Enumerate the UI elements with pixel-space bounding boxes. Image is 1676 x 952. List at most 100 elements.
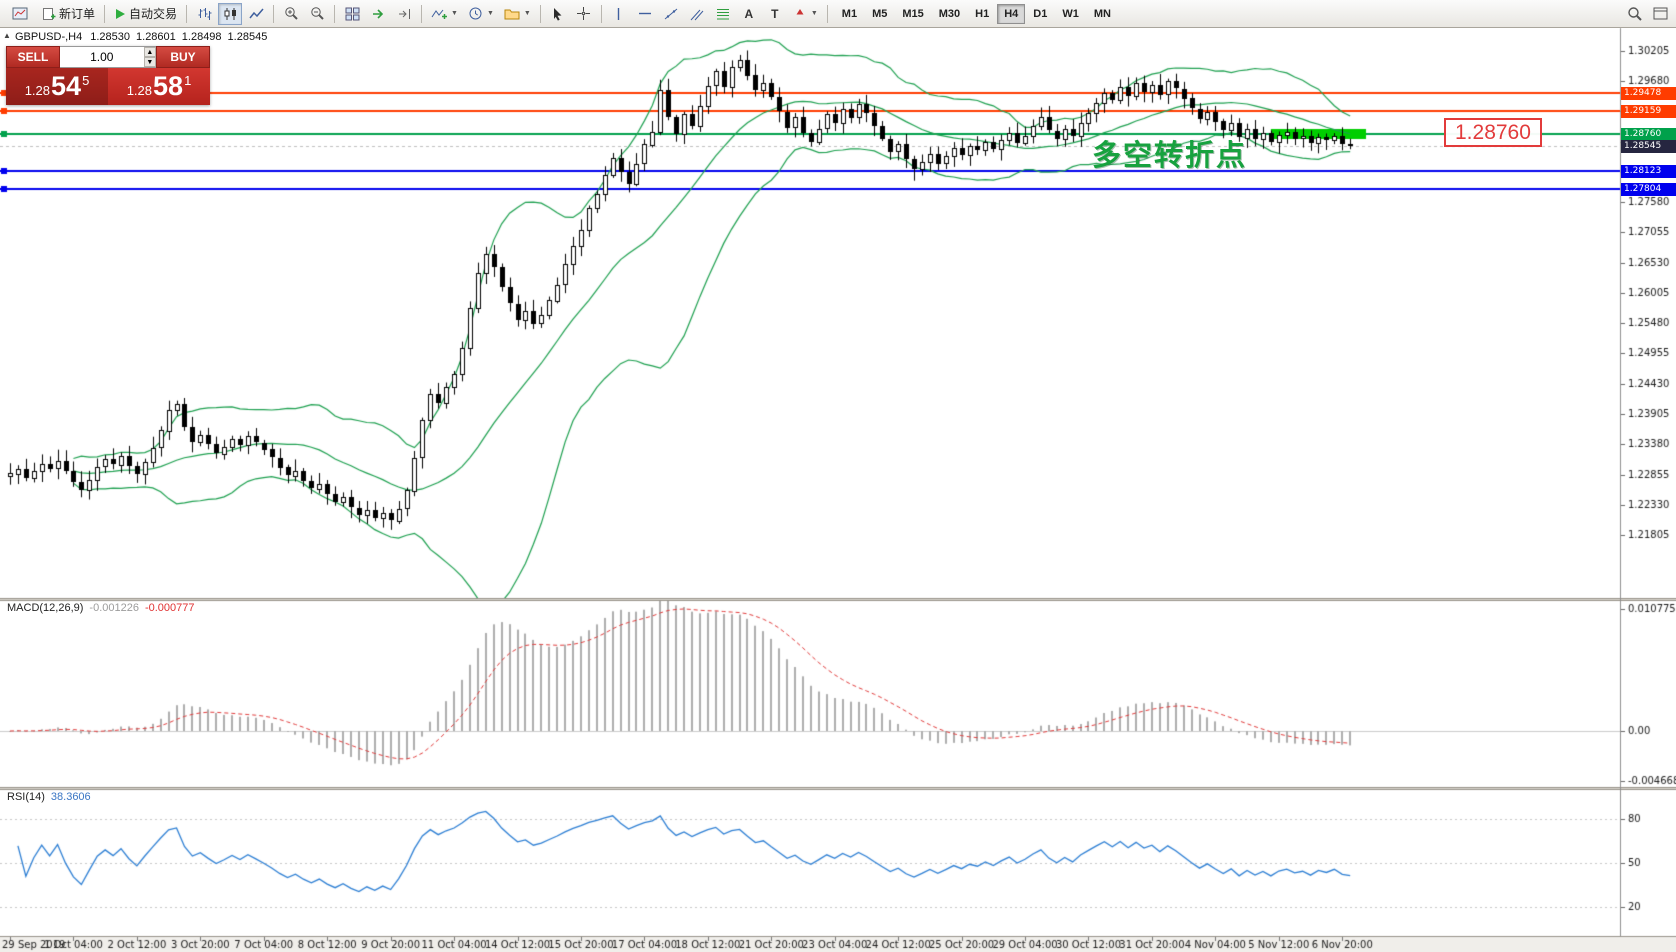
one-click-panel-toggle[interactable]: ▲: [3, 31, 11, 40]
channel-button[interactable]: [685, 3, 709, 25]
new-order-label: 新订单: [59, 7, 96, 21]
price-callout[interactable]: 1.28760: [1444, 118, 1542, 147]
buy-button[interactable]: BUY: [156, 46, 210, 68]
price-tag-1.29478: 1.29478: [1621, 86, 1676, 100]
chevron-down-icon: ▼: [451, 10, 458, 17]
cursor-button[interactable]: [546, 3, 570, 25]
price-tag-1.29159: 1.29159: [1621, 104, 1676, 118]
buy-price-pipette: 1: [184, 72, 192, 88]
macd-signal-value: -0.000777: [144, 602, 195, 614]
horizontal-line-icon: [638, 12, 651, 15]
buy-price-button[interactable]: 1.28 58 1: [108, 68, 210, 105]
crosshair-button[interactable]: [572, 3, 596, 25]
line-chart-icon: [248, 8, 264, 18]
chevron-down-icon: ▼: [486, 10, 494, 17]
sell-price-prefix: 1.28: [24, 82, 51, 98]
chart-window-icon: [4, 2, 36, 26]
volume-input[interactable]: [60, 47, 144, 67]
close-value: 1.28545: [227, 31, 268, 43]
timeframe-button-h1[interactable]: H1: [968, 4, 996, 24]
zoom-in-button[interactable]: [279, 3, 303, 25]
chart-bars-button[interactable]: [192, 3, 216, 25]
text-button[interactable]: A: [737, 3, 761, 25]
play-icon: [116, 8, 126, 19]
chart-candles-button[interactable]: [218, 2, 243, 25]
symbol-period-label: GBPUSD-,H4: [15, 31, 83, 43]
candlestick-icon: [224, 7, 236, 20]
indicators-icon: [431, 9, 448, 19]
channel-icon: [690, 9, 704, 20]
timeframe-button-m15[interactable]: M15: [895, 4, 930, 24]
macd-main-value: -0.001226: [89, 602, 139, 614]
chart-line-button[interactable]: [244, 3, 268, 25]
trendline-button[interactable]: [659, 3, 683, 25]
fibonacci-button[interactable]: [711, 3, 735, 25]
volume-increase-button[interactable]: ▲: [143, 47, 156, 57]
rsi-label: RSI(14) 38.3606: [7, 791, 91, 803]
shapes-button[interactable]: ▼: [789, 3, 822, 25]
buy-price-prefix: 1.28: [126, 82, 153, 98]
chart-shift-icon: [398, 8, 410, 19]
price-tag-1.27804: 1.27804: [1621, 182, 1676, 196]
rsi-value: 38.3606: [50, 791, 91, 803]
document-plus-icon: [43, 7, 56, 20]
price-tag-1.28760: 1.28760: [1621, 127, 1676, 141]
clock-icon: [469, 7, 482, 20]
periods-button[interactable]: ▼: [464, 3, 498, 25]
sell-button[interactable]: SELL: [6, 46, 60, 68]
buy-price-big: 58: [153, 71, 184, 101]
autotrading-label: 自动交易: [129, 7, 178, 21]
sell-price-pipette: 5: [82, 72, 90, 88]
label-icon: T: [771, 6, 779, 21]
arrow-shape-icon: [796, 8, 804, 14]
cursor-icon: [553, 7, 562, 21]
autoscroll-button[interactable]: [366, 3, 390, 25]
window-layout-button[interactable]: [1648, 3, 1672, 25]
turning-point-annotation[interactable]: 多空转折点: [1092, 140, 1248, 172]
vertical-line-button[interactable]: [607, 3, 631, 25]
separator: [273, 4, 275, 23]
timeframe-button-m30[interactable]: M30: [932, 4, 967, 24]
separator: [826, 4, 828, 23]
fibonacci-icon: [716, 8, 729, 19]
separator: [600, 4, 602, 23]
low-value: 1.28498: [181, 31, 222, 43]
bar-chart-icon: [198, 7, 212, 20]
chevron-down-icon: ▼: [810, 10, 818, 17]
vertical-line-icon: [618, 7, 620, 20]
indicators-button[interactable]: ▼: [427, 3, 462, 25]
separator: [539, 4, 541, 23]
price-tag-1.28545: 1.28545: [1621, 139, 1676, 153]
zoom-out-icon: [310, 7, 324, 20]
trendline-icon: [664, 8, 678, 19]
chart-shift-button[interactable]: [392, 3, 416, 25]
sell-price-big: 54: [51, 71, 82, 101]
timeframe-button-w1[interactable]: W1: [1055, 4, 1086, 24]
separator: [104, 4, 106, 23]
tile-windows-button[interactable]: [340, 3, 364, 25]
autotrading-button[interactable]: 自动交易: [110, 3, 181, 25]
timeframe-button-d1[interactable]: D1: [1026, 4, 1054, 24]
macd-name: MACD(12,26,9): [7, 602, 84, 614]
timeframe-button-m5[interactable]: M5: [865, 4, 894, 24]
search-button[interactable]: [1622, 3, 1646, 25]
horizontal-line-button[interactable]: [633, 3, 657, 25]
folder-icon: [504, 9, 520, 20]
separator: [186, 4, 188, 23]
label-button[interactable]: T: [763, 3, 787, 25]
timeframe-button-mn[interactable]: MN: [1087, 4, 1118, 24]
toolbar: 新订单 自动交易: [0, 0, 1676, 28]
sell-price-button[interactable]: 1.28 54 5: [6, 68, 108, 105]
timeframe-button-h4[interactable]: H4: [997, 3, 1026, 24]
templates-button[interactable]: ▼: [500, 3, 535, 25]
timeframe-button-m1[interactable]: M1: [835, 4, 864, 24]
window-icon: [1653, 7, 1667, 20]
separator: [421, 4, 423, 23]
new-order-button[interactable]: 新订单: [38, 3, 99, 25]
timeframe-toolbar: M1 M5 M15 M30 H1 H4 D1 W1 MN: [835, 3, 1118, 24]
volume-decrease-button[interactable]: ▼: [143, 57, 156, 67]
price-tag-1.28123: 1.28123: [1621, 164, 1676, 178]
zoom-out-button[interactable]: [305, 3, 329, 25]
